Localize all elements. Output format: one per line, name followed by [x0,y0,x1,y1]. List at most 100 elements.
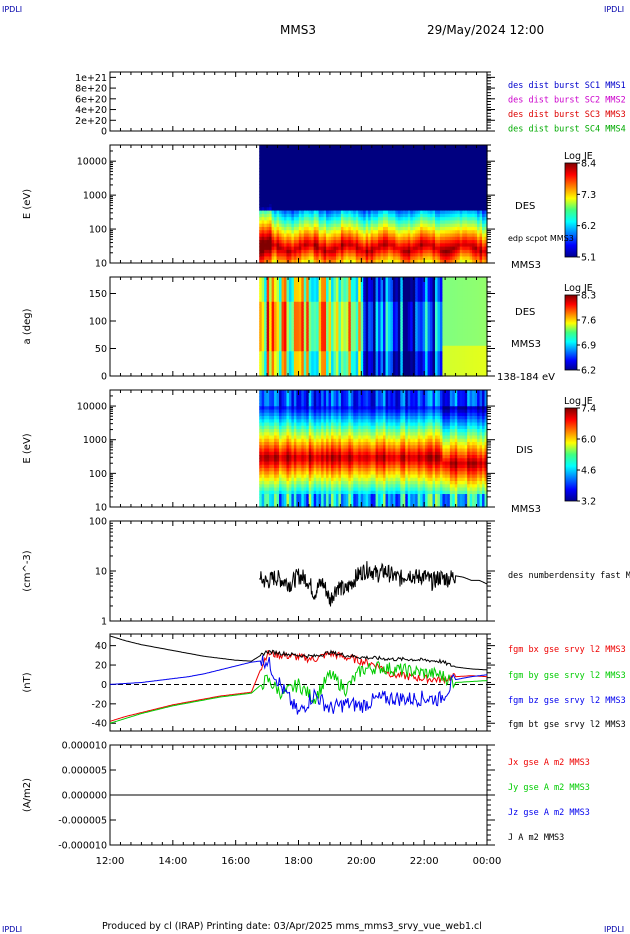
spectrogram-cell [313,351,317,355]
spectrogram-cell [353,277,357,281]
spectrogram-cell [316,187,320,192]
spectrogram-cell [422,167,426,172]
spectrogram-cell [274,236,278,241]
spectrogram-cell [298,359,302,363]
spectrogram-cell [274,315,278,319]
spectrogram-cell [395,207,399,212]
spectrogram-cell [407,151,411,156]
spectrogram-cell [348,370,352,374]
spectrogram-cell [437,171,441,176]
spectrogram-cell [331,253,335,258]
spectrogram-cell [298,230,302,235]
spectrogram-cell [459,236,463,241]
spectrogram-cell [365,204,369,208]
spectrogram-cell [437,230,441,235]
spectrogram-cell [293,190,297,195]
spectrogram-cell [350,312,354,317]
spectrogram-cell [343,288,347,292]
spectrogram-cell [321,164,325,169]
spectrogram-cell [316,194,320,199]
spectrogram-cell [306,326,310,330]
spectrogram-cell [422,243,426,248]
spectrogram-cell [311,290,315,295]
spectrogram-cell [259,299,263,303]
spectrogram-cell [350,240,354,244]
spectrogram-cell [425,177,429,182]
spectrogram-cell [298,240,302,244]
spectrogram-cell [328,312,332,317]
spectrogram-cell [264,343,268,347]
spectrogram-cell [417,243,421,248]
spectrogram-cell [333,362,337,366]
spectrogram-cell [306,174,310,179]
spectrogram-cell [444,194,448,199]
spectrogram-cell [437,187,441,192]
spectrogram-cell [348,301,352,306]
spectrogram-cell [333,337,337,341]
spectrogram-cell [303,233,307,238]
spectrogram-cell [291,167,295,172]
spectrogram-cell [435,217,439,221]
spectrogram-cell [405,220,409,225]
spectrogram-cell [269,304,273,308]
spectrogram-cell [355,256,359,261]
spectrogram-cell [308,220,312,225]
spectrogram-cell [306,329,310,333]
spectrogram-cell [482,154,486,159]
spectrogram-cell [400,243,404,248]
spectrogram-cell [286,190,290,195]
spectrogram-cell [301,370,305,374]
spectrogram-cell [340,279,345,284]
spectrogram-cell [464,220,468,225]
spectrogram-cell [293,348,297,352]
spectrogram-cell [383,148,387,153]
spectrogram-cell [313,332,317,336]
spectrogram-cell [397,158,401,162]
spectrogram-cell [425,207,429,212]
spectrogram-cell [390,226,394,231]
spectrogram-cell [303,310,307,314]
spectrogram-cell [335,246,340,251]
spectrogram-cell [387,148,392,153]
spectrogram-cell [373,151,377,156]
spectrogram-cell [474,236,478,241]
spectrogram-cell [286,154,290,159]
spectrogram-cell [286,321,290,325]
spectrogram-cell [321,279,325,284]
spectrogram-cell [301,240,305,244]
spectrogram-cell [321,200,325,205]
spectrogram-cell [313,220,317,225]
spectrogram-cell [326,282,330,286]
spectrogram-cell [454,240,458,244]
spectrogram-cell [298,246,302,251]
spectrogram-cell [274,348,278,352]
spectrogram-cell [266,343,270,347]
spectrogram-cell [281,167,285,172]
spectrogram-cell [477,233,481,238]
spectrogram-cell [432,148,436,153]
spectrogram-cell [348,290,352,295]
spectrogram-cell [380,213,384,218]
spectrogram-cell [343,249,347,254]
spectrogram-cell [274,285,278,289]
spectrogram-cell [326,356,330,361]
spectrogram-cell [271,259,275,264]
spectrogram-cell [484,200,488,205]
spectrogram-cell [261,233,265,238]
spectrogram-cell [383,190,387,195]
spectrogram-cell [373,200,377,205]
spectrogram-cell [432,177,436,182]
spectrogram-cell [331,158,335,162]
spectrogram-cell [370,253,374,258]
spectrogram-cell [343,301,347,306]
spectrogram-cell [274,161,278,166]
spectrogram-cell [316,337,320,341]
spectrogram-cell [313,240,317,244]
spectrogram-cell [392,164,396,169]
spectrogram-cell [353,213,357,218]
spectrogram-cell [333,167,337,172]
spectrogram-cell [343,310,347,314]
spectrogram-cell [447,220,451,225]
spectrogram-cell [335,285,340,289]
spectrogram-cell [430,148,434,153]
